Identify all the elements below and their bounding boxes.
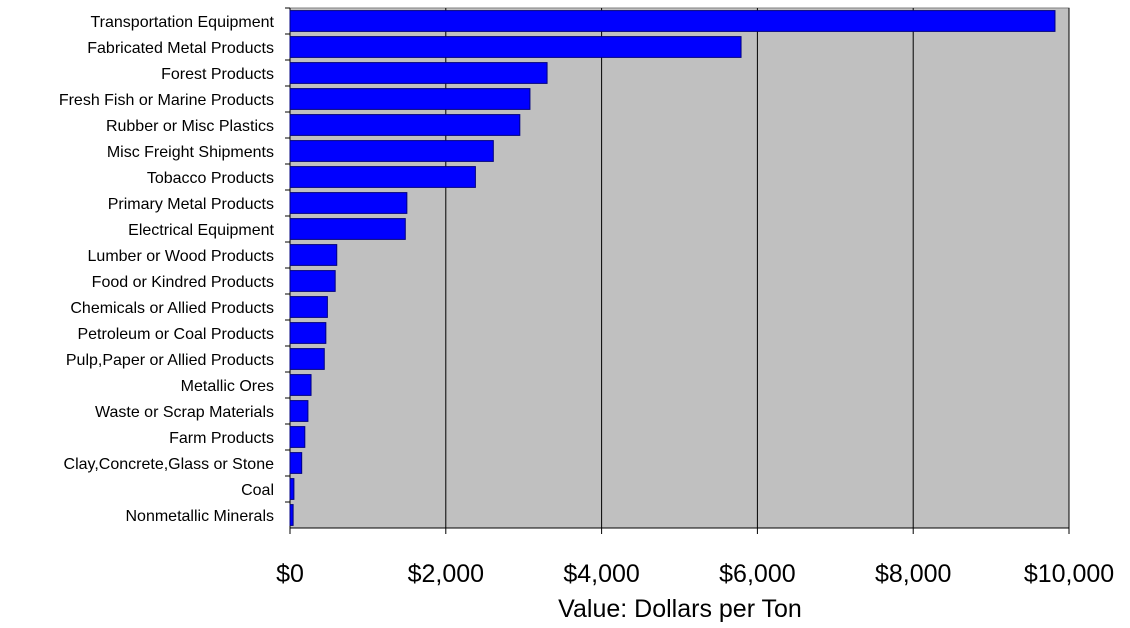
category-label: Coal bbox=[241, 482, 274, 499]
x-tick-label: $0 bbox=[276, 560, 304, 588]
x-tick-label: $6,000 bbox=[719, 560, 795, 588]
bar bbox=[289, 140, 494, 162]
bar bbox=[289, 504, 294, 526]
category-label: Lumber or Wood Products bbox=[88, 248, 274, 265]
category-label: Nonmetallic Minerals bbox=[126, 508, 275, 525]
category-label: Petroleum or Coal Products bbox=[77, 326, 274, 343]
bar bbox=[289, 348, 325, 370]
bar bbox=[289, 244, 338, 266]
category-label: Misc Freight Shipments bbox=[107, 144, 274, 161]
bar bbox=[289, 88, 531, 110]
bars bbox=[285, 7, 1056, 526]
category-label: Fresh Fish or Marine Products bbox=[59, 92, 274, 109]
bar bbox=[289, 10, 1056, 32]
bar bbox=[289, 478, 295, 500]
category-label: Primary Metal Products bbox=[108, 196, 274, 213]
category-label: Chemicals or Allied Products bbox=[70, 300, 274, 317]
category-label: Electrical Equipment bbox=[128, 222, 274, 239]
category-label: Food or Kindred Products bbox=[92, 274, 274, 291]
bar bbox=[289, 374, 312, 396]
bar bbox=[289, 166, 476, 188]
category-label: Transportation Equipment bbox=[90, 14, 274, 31]
x-tick-label: $10,000 bbox=[1024, 560, 1114, 588]
bar bbox=[289, 452, 303, 474]
category-label: Forest Products bbox=[161, 66, 274, 83]
bar bbox=[289, 270, 336, 292]
plot-area bbox=[289, 7, 1070, 529]
x-axis-title: Value: Dollars per Ton bbox=[558, 595, 802, 623]
category-label: Clay,Concrete,Glass or Stone bbox=[64, 456, 275, 473]
category-label: Metallic Ores bbox=[181, 378, 274, 395]
bar bbox=[289, 192, 408, 214]
bar bbox=[289, 426, 306, 448]
bar bbox=[289, 62, 548, 84]
bar bbox=[289, 400, 309, 422]
category-label: Waste or Scrap Materials bbox=[95, 404, 274, 421]
bar bbox=[289, 36, 742, 58]
x-tick-label: $2,000 bbox=[408, 560, 484, 588]
category-label: Tobacco Products bbox=[147, 170, 274, 187]
bar bbox=[289, 322, 327, 344]
bar bbox=[289, 218, 406, 240]
x-tick-label: $8,000 bbox=[875, 560, 951, 588]
x-tick-label: $4,000 bbox=[563, 560, 639, 588]
category-label: Fabricated Metal Products bbox=[87, 40, 274, 57]
category-label: Pulp,Paper or Allied Products bbox=[66, 352, 274, 369]
bar bbox=[289, 296, 328, 318]
bar bbox=[289, 114, 521, 136]
category-label: Rubber or Misc Plastics bbox=[106, 118, 274, 135]
category-labels: Transportation Equipment Fabricated Metal… bbox=[59, 14, 275, 525]
category-label: Farm Products bbox=[169, 430, 274, 447]
x-tick-labels: $0 $2,000 $4,000 $6,000 $8,000 $10,000 bbox=[276, 560, 1114, 588]
